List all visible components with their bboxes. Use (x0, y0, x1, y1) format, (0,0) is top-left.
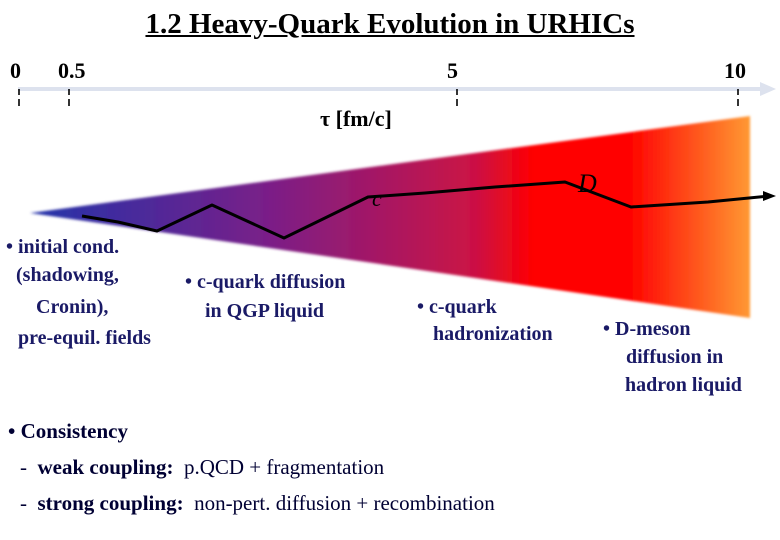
stage-line: • initial cond. (6, 236, 120, 258)
quark-trajectory (81, 180, 771, 240)
stage-line: • D-meson (603, 318, 691, 340)
trajectory-arrow-head (763, 191, 776, 201)
consistency-heading: • Consistency (8, 419, 128, 443)
c-quark-label: c (372, 186, 382, 211)
stage-line: diffusion in (626, 346, 724, 368)
consistency-item-weak: - weak coupling: p.QCD + fragmentation (20, 455, 384, 480)
item-dash: - (20, 455, 27, 479)
stage-line: pre-equil. fields (18, 327, 151, 349)
tick-label-10: 10 (724, 58, 746, 83)
page-title: 1.2 Heavy-Quark Evolution in URHICs (145, 8, 635, 40)
item-text: non-pert. diffusion + recombination (194, 491, 495, 515)
item-dash: - (20, 491, 27, 515)
stage-line: hadron liquid (625, 374, 742, 396)
stage-line: (shadowing, (16, 264, 119, 286)
tick-label-5: 5 (447, 58, 458, 83)
tick-label-0: 0 (10, 58, 21, 83)
item-text: p.QCD + fragmentation (183, 455, 385, 479)
fireball-wedge (30, 116, 750, 318)
item-label: strong coupling: (37, 491, 184, 515)
stage-line: Cronin), (36, 296, 109, 318)
stage-line: in QGP liquid (205, 300, 324, 322)
axis-label: τ [fm/c] (320, 106, 392, 131)
consistency-item-strong: - strong coupling: non-pert. diffusion +… (20, 491, 495, 516)
axis-tick-marks (18, 89, 739, 106)
time-axis (18, 82, 776, 96)
d-meson-label: D (577, 169, 597, 198)
stage-line: hadronization (433, 323, 553, 345)
stage-line: • c-quark (417, 296, 497, 318)
stage-line: • c-quark diffusion (185, 271, 346, 293)
tick-label-0-5: 0.5 (58, 58, 86, 83)
item-label: weak coupling: (37, 455, 174, 479)
